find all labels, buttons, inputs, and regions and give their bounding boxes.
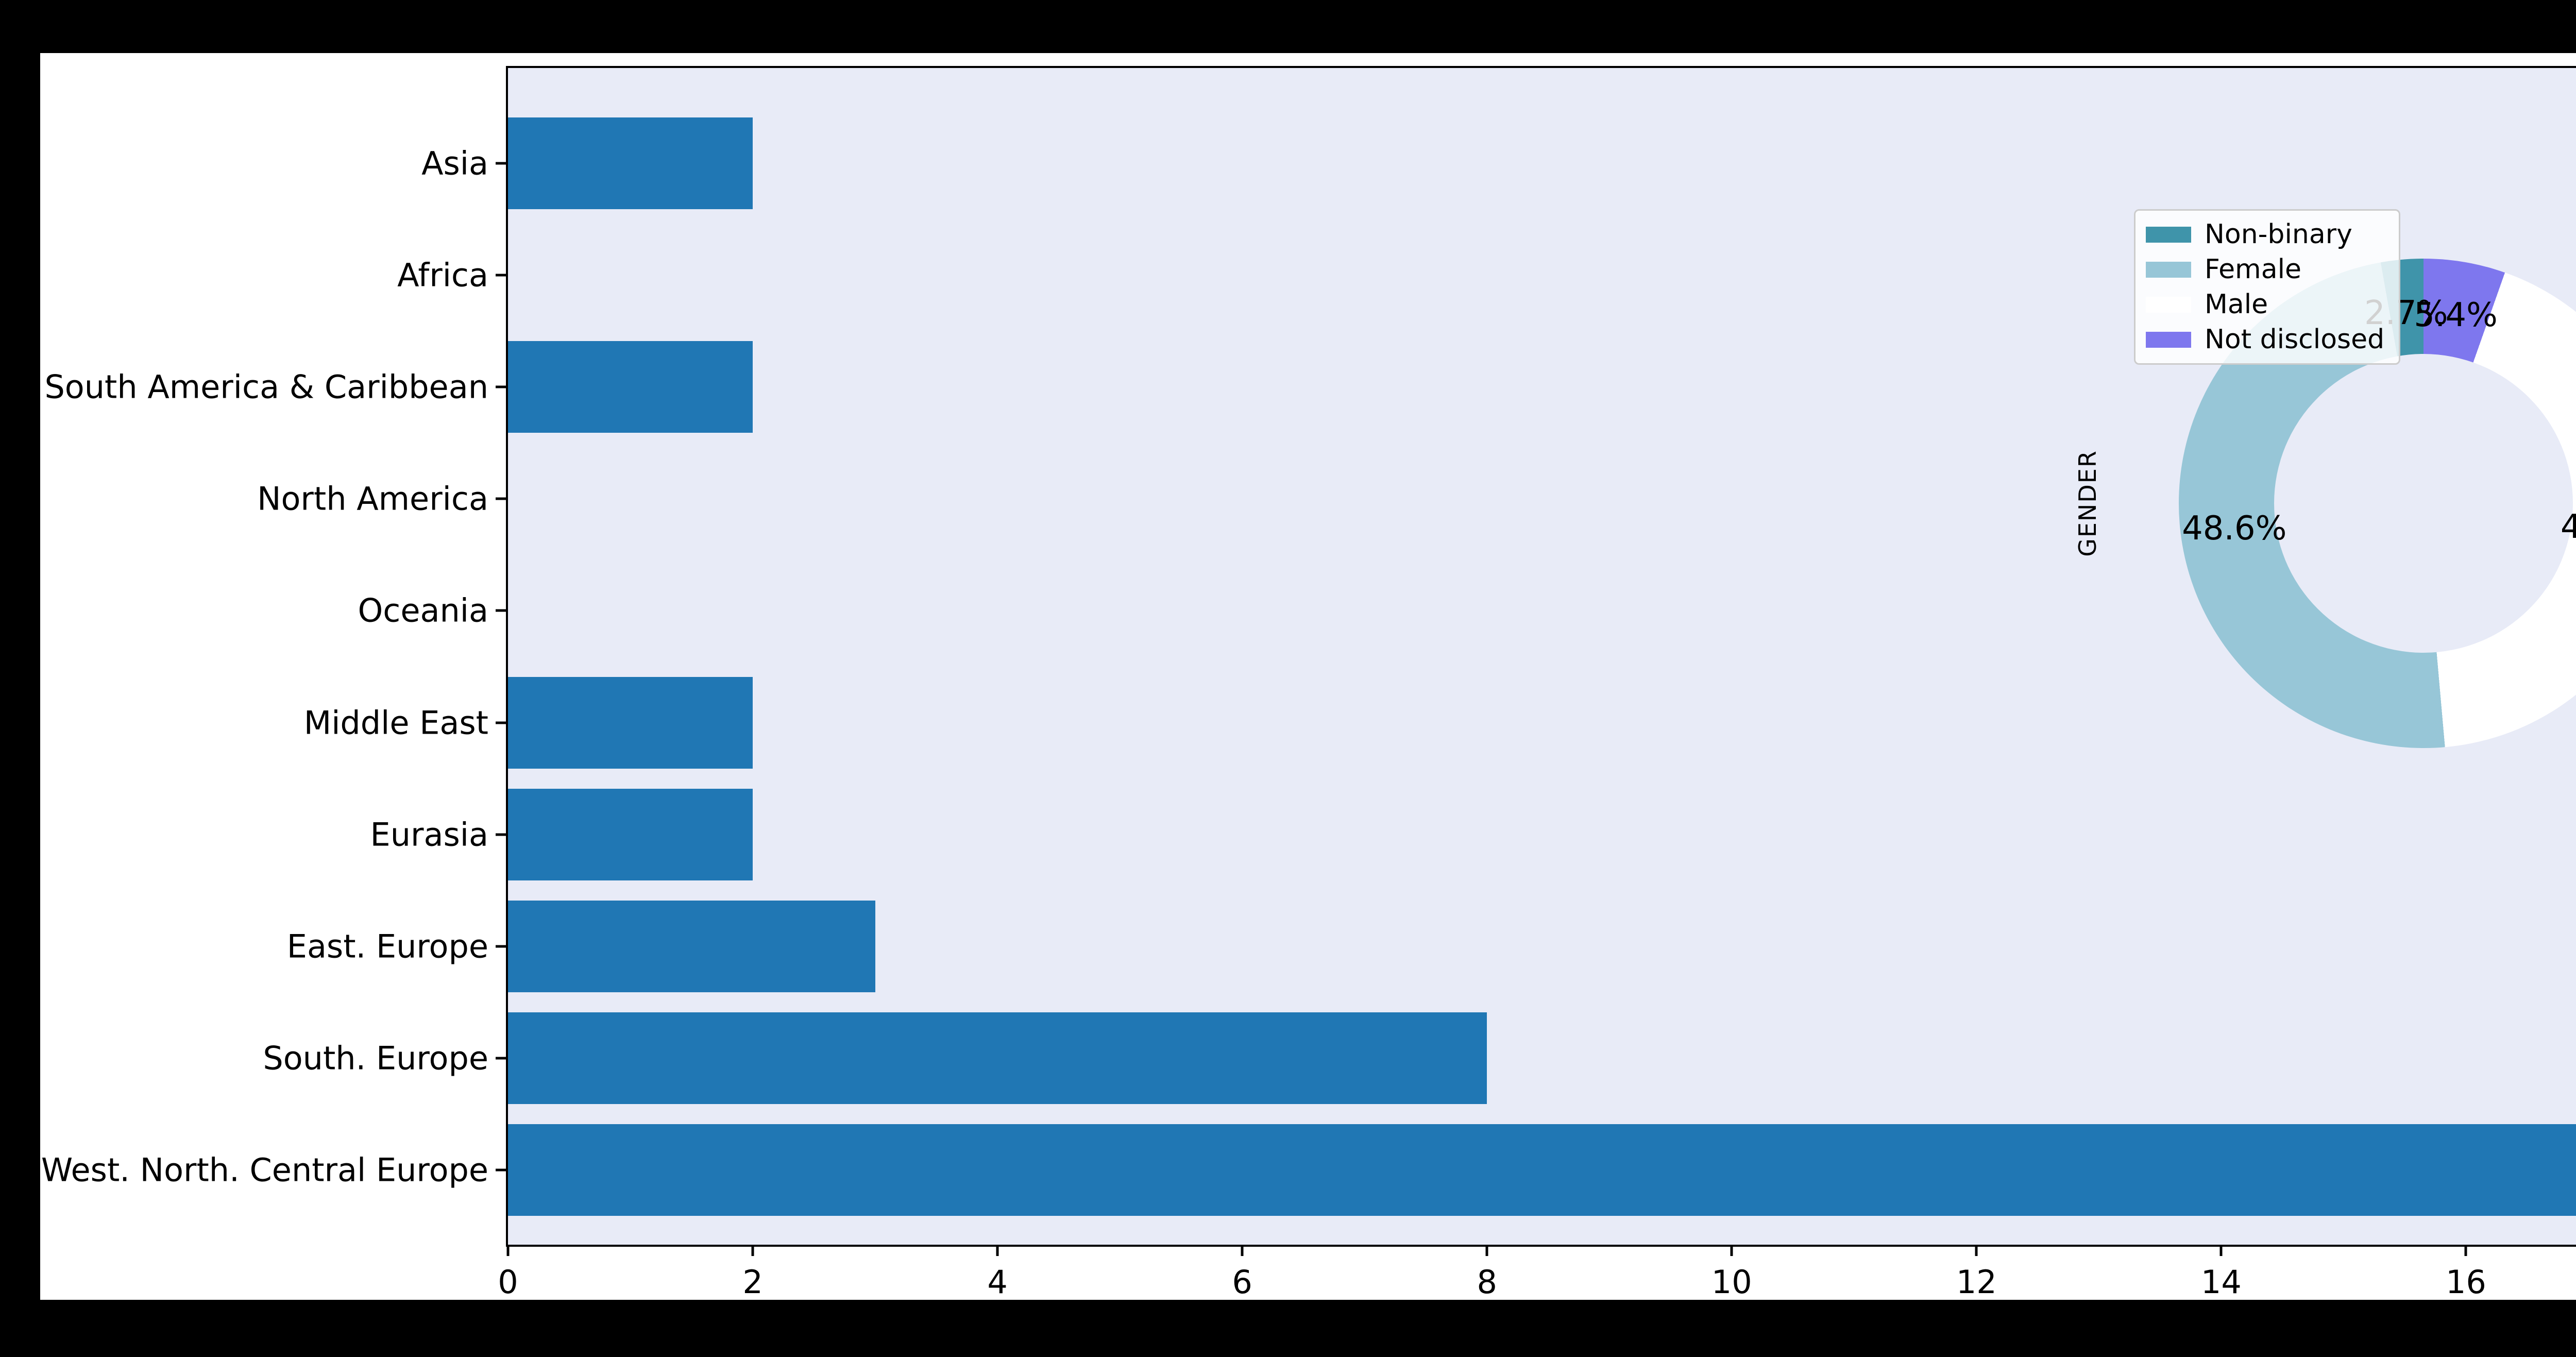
x-tick-label: 0 [498, 1263, 518, 1301]
legend-swatch [2146, 261, 2191, 278]
x-tick-label: 16 [2445, 1263, 2486, 1301]
x-tick-mark [1975, 1245, 1978, 1256]
legend-row: Not disclosed [2146, 324, 2384, 355]
bar-rows-container: Asia Africa South America & Caribbean North… [41, 68, 2576, 1245]
bar-row: North America [257, 443, 2576, 555]
y-tick-mark [496, 833, 507, 836]
y-tick-mark [496, 274, 507, 277]
legend-swatch [2146, 226, 2191, 243]
x-tick-mark [2464, 1245, 2467, 1256]
x-axis-ticks: 024681012141618 [498, 1245, 2576, 1348]
bar-row: South. Europe [263, 1003, 2576, 1114]
x-tick-mark [1485, 1245, 1488, 1256]
x-tick-label: 4 [987, 1263, 1008, 1301]
legend-row: Male [2146, 289, 2384, 320]
bar-row: Middle East [304, 667, 2576, 778]
y-tick-mark [496, 162, 507, 165]
bar [508, 676, 753, 769]
wedge-percentage-label: 5.4% [2414, 296, 2498, 334]
legend-row: Non-binary [2146, 219, 2384, 250]
x-tick-label: 6 [1232, 1263, 1252, 1301]
legend-label: Male [2205, 289, 2268, 320]
x-tick-mark [751, 1245, 754, 1256]
x-tick-mark [1241, 1245, 1244, 1256]
bar [508, 1124, 2576, 1216]
y-tick-label: Eurasia [370, 816, 488, 854]
y-tick-label: Africa [397, 256, 488, 294]
x-tick-mark [506, 1245, 510, 1256]
legend-label: Non-binary [2205, 219, 2352, 250]
bar [508, 788, 753, 880]
y-tick-label: South America & Caribbean [44, 368, 488, 406]
y-tick-label: Oceania [358, 591, 488, 630]
y-tick-label: Middle East [303, 704, 488, 742]
wedge-percentage-label: 48.6% [2182, 509, 2287, 548]
y-tick-label: North America [257, 480, 488, 518]
bar [508, 1012, 1487, 1105]
y-tick-mark [496, 1057, 507, 1060]
y-tick-mark [496, 609, 507, 612]
x-tick-label: 8 [1477, 1263, 1497, 1301]
legend-swatch [2146, 331, 2191, 348]
x-tick-mark [1730, 1245, 1733, 1256]
x-tick-label: 2 [742, 1263, 763, 1301]
x-tick: 16 [2446, 1245, 2506, 1301]
y-tick-label: South. Europe [263, 1039, 488, 1077]
x-tick: 12 [1956, 1245, 2017, 1301]
gender-axis-label: GENDER [2074, 450, 2102, 557]
x-tick: 0 [498, 1245, 528, 1301]
y-tick-label: East. Europe [286, 927, 488, 965]
legend-label: Not disclosed [2205, 324, 2385, 355]
x-tick: 10 [1711, 1245, 1772, 1301]
x-tick-label: 14 [2200, 1263, 2242, 1301]
y-tick-mark [496, 497, 507, 500]
legend-swatch [2146, 296, 2191, 313]
y-tick-label: Asia [421, 144, 488, 182]
donut-hole [2274, 354, 2573, 653]
y-tick-mark [496, 945, 507, 948]
bar [508, 117, 753, 209]
y-tick-mark [496, 385, 507, 388]
bar [508, 901, 875, 993]
x-tick: 8 [1477, 1245, 1507, 1301]
bar-row: Eurasia [370, 778, 2576, 890]
bar-row: Asia [421, 107, 2576, 219]
figure-canvas: Asia Africa South America & Caribbean North… [40, 53, 2576, 1301]
gender-legend: Non-binary Female Male Not disclosed [2134, 209, 2401, 365]
bar-row: Africa [397, 219, 2576, 331]
x-tick: 2 [742, 1245, 773, 1301]
x-tick: 4 [987, 1245, 1018, 1301]
bar-row: Oceania [358, 555, 2576, 667]
x-tick: 6 [1232, 1245, 1262, 1301]
x-tick-mark [996, 1245, 999, 1256]
x-tick: 14 [2201, 1245, 2262, 1301]
legend-label: Female [2205, 254, 2302, 285]
wedge-percentage-label: 43.2% [2560, 508, 2576, 547]
bar-row: West. North. Central Europe [41, 1114, 2576, 1226]
y-tick-mark [496, 721, 507, 724]
bar-row: East. Europe [287, 890, 2576, 1002]
legend-row: Female [2146, 254, 2384, 285]
y-tick-mark [496, 1168, 507, 1172]
x-tick-label: 12 [1956, 1263, 1997, 1301]
y-tick-label: West. North. Central Europe [41, 1151, 488, 1189]
bar [508, 341, 753, 433]
bar-row: South America & Caribbean [44, 331, 2576, 443]
x-tick-mark [2219, 1245, 2223, 1256]
x-tick-label: 10 [1711, 1263, 1752, 1301]
bar-plot-area: Asia Africa South America & Caribbean North… [41, 66, 2576, 1301]
